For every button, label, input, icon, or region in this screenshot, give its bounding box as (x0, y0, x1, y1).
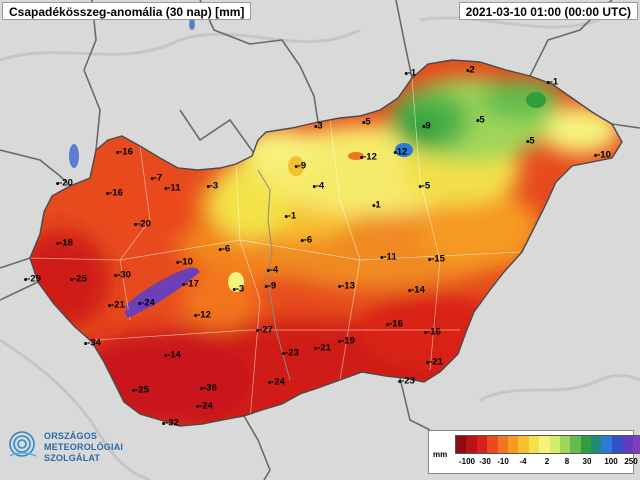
station-value-label: -1 (287, 210, 297, 222)
legend-colorbar (455, 435, 640, 454)
legend-color-swatch (539, 436, 550, 453)
station-value-label: -24 (141, 297, 155, 309)
legend-color-swatch (528, 436, 540, 453)
station-value-label: -20 (59, 177, 73, 189)
legend-tick-label: 100 (604, 457, 618, 466)
station-value-label: -15 (431, 253, 445, 265)
station-value-label: -13 (341, 280, 355, 292)
legend-color-swatch (570, 436, 581, 453)
legend-color-swatch (476, 436, 488, 453)
station-value-label: -7 (153, 172, 163, 184)
station-value-label: -11 (383, 251, 397, 263)
legend-color-swatch (497, 436, 508, 453)
station-value-label: -21 (429, 356, 443, 368)
station-value-label: 3 (317, 120, 323, 132)
station-value-label: 5 (365, 116, 371, 128)
station-value-label: -20 (137, 218, 151, 230)
station-value-label: -1 (407, 67, 417, 79)
terrain-relief (0, 16, 640, 480)
hungary-border (29, 59, 623, 427)
legend-tick-label: -4 (519, 457, 527, 466)
omsz-logo: ORSZÁGOS METEOROLÓGIAI SZOLGÁLAT (8, 428, 148, 472)
legend-color-swatch (518, 436, 529, 453)
omsz-logo-icon (9, 431, 37, 457)
lakes-outside (69, 18, 195, 168)
legend-tick-label: 30 (582, 457, 592, 466)
legend-ticks: -100 -30 -10 -4 2 8 30 100 250 (451, 457, 638, 469)
legend-tick-label: -30 (479, 457, 491, 466)
station-value-label: -23 (285, 347, 299, 359)
station-value-label: -16 (119, 146, 133, 158)
station-value-label: 9 (425, 120, 431, 132)
station-value-label: -16 (389, 318, 403, 330)
station-value-label: -23 (401, 375, 415, 387)
station-value-label: -6 (303, 234, 313, 246)
station-value-label: -3 (235, 283, 245, 295)
station-value-label: -25 (73, 273, 87, 285)
station-value-label: -4 (269, 264, 279, 276)
station-value-label: 1 (375, 199, 381, 211)
station-value-label: -21 (317, 342, 331, 354)
station-value-label: -12 (197, 309, 211, 321)
legend-color-swatch (580, 436, 592, 453)
station-value-label: -32 (165, 417, 179, 429)
station-value-label: -18 (59, 237, 73, 249)
legend-unit: mm (433, 450, 448, 459)
legend-tick-label: -100 (458, 457, 476, 466)
station-value-label: 12 (396, 146, 408, 158)
legend-color-swatch (591, 436, 602, 453)
legend-color-swatch (487, 436, 498, 453)
legend-color-swatch (507, 436, 519, 453)
station-value-label: -3 (209, 180, 219, 192)
legend-color-swatch (559, 436, 571, 453)
station-value-label: -24 (199, 400, 213, 412)
station-value-label: -14 (167, 349, 181, 361)
legend-color-swatch (456, 436, 467, 453)
station-value-label: -19 (341, 335, 355, 347)
station-value-label: -27 (259, 324, 273, 336)
station-value-label: -24 (271, 376, 285, 388)
station-value-label: -16 (427, 326, 441, 338)
station-value-label: -4 (315, 180, 325, 192)
station-value-label: -36 (203, 382, 217, 394)
station-value-label: -10 (179, 256, 193, 268)
station-value-label: -17 (185, 278, 199, 290)
map-title: Csapadékösszeg-anomália (30 nap) [mm] (2, 2, 252, 20)
station-value-label: -14 (411, 284, 425, 296)
station-value-label: -29 (27, 273, 41, 285)
omsz-logo-text: ORSZÁGOS METEOROLÓGIAI SZOLGÁLAT (44, 431, 124, 463)
legend-color-swatch (466, 436, 477, 453)
legend-color-swatch (632, 436, 640, 453)
legend-color-swatch (601, 436, 612, 453)
station-value-label: -5 (421, 180, 431, 192)
station-value-label: -16 (109, 187, 123, 199)
color-legend: mm -100 -30 -10 -4 2 8 30 100 250 (428, 430, 640, 474)
danube-river (257, 169, 291, 381)
legend-tick-label: -10 (497, 457, 509, 466)
station-value-label: -21 (111, 299, 125, 311)
legend-color-swatch (622, 436, 633, 453)
station-value-label: -1 (549, 76, 559, 88)
legend-tick-label: 2 (544, 457, 550, 466)
station-value-label: -34 (87, 337, 101, 349)
station-value-label: 5 (479, 114, 485, 126)
legend-tick-label: 8 (564, 457, 570, 466)
station-value-label: -9 (267, 280, 277, 292)
station-value-label: -10 (597, 149, 611, 161)
station-value-label: -9 (297, 160, 307, 172)
legend-tick-label: 250 (624, 457, 638, 466)
station-value-label: 5 (529, 135, 535, 147)
legend-color-swatch (549, 436, 560, 453)
map-timestamp: 2021-03-10 01:00 (00:00 UTC) (458, 2, 638, 20)
station-value-label: -11 (167, 182, 181, 194)
station-value-label: -30 (117, 269, 131, 281)
legend-color-swatch (611, 436, 623, 453)
station-value-label: -25 (135, 384, 149, 396)
station-value-label: -6 (221, 243, 231, 255)
station-value-label: -12 (363, 151, 377, 163)
station-value-label: 2 (469, 64, 475, 76)
